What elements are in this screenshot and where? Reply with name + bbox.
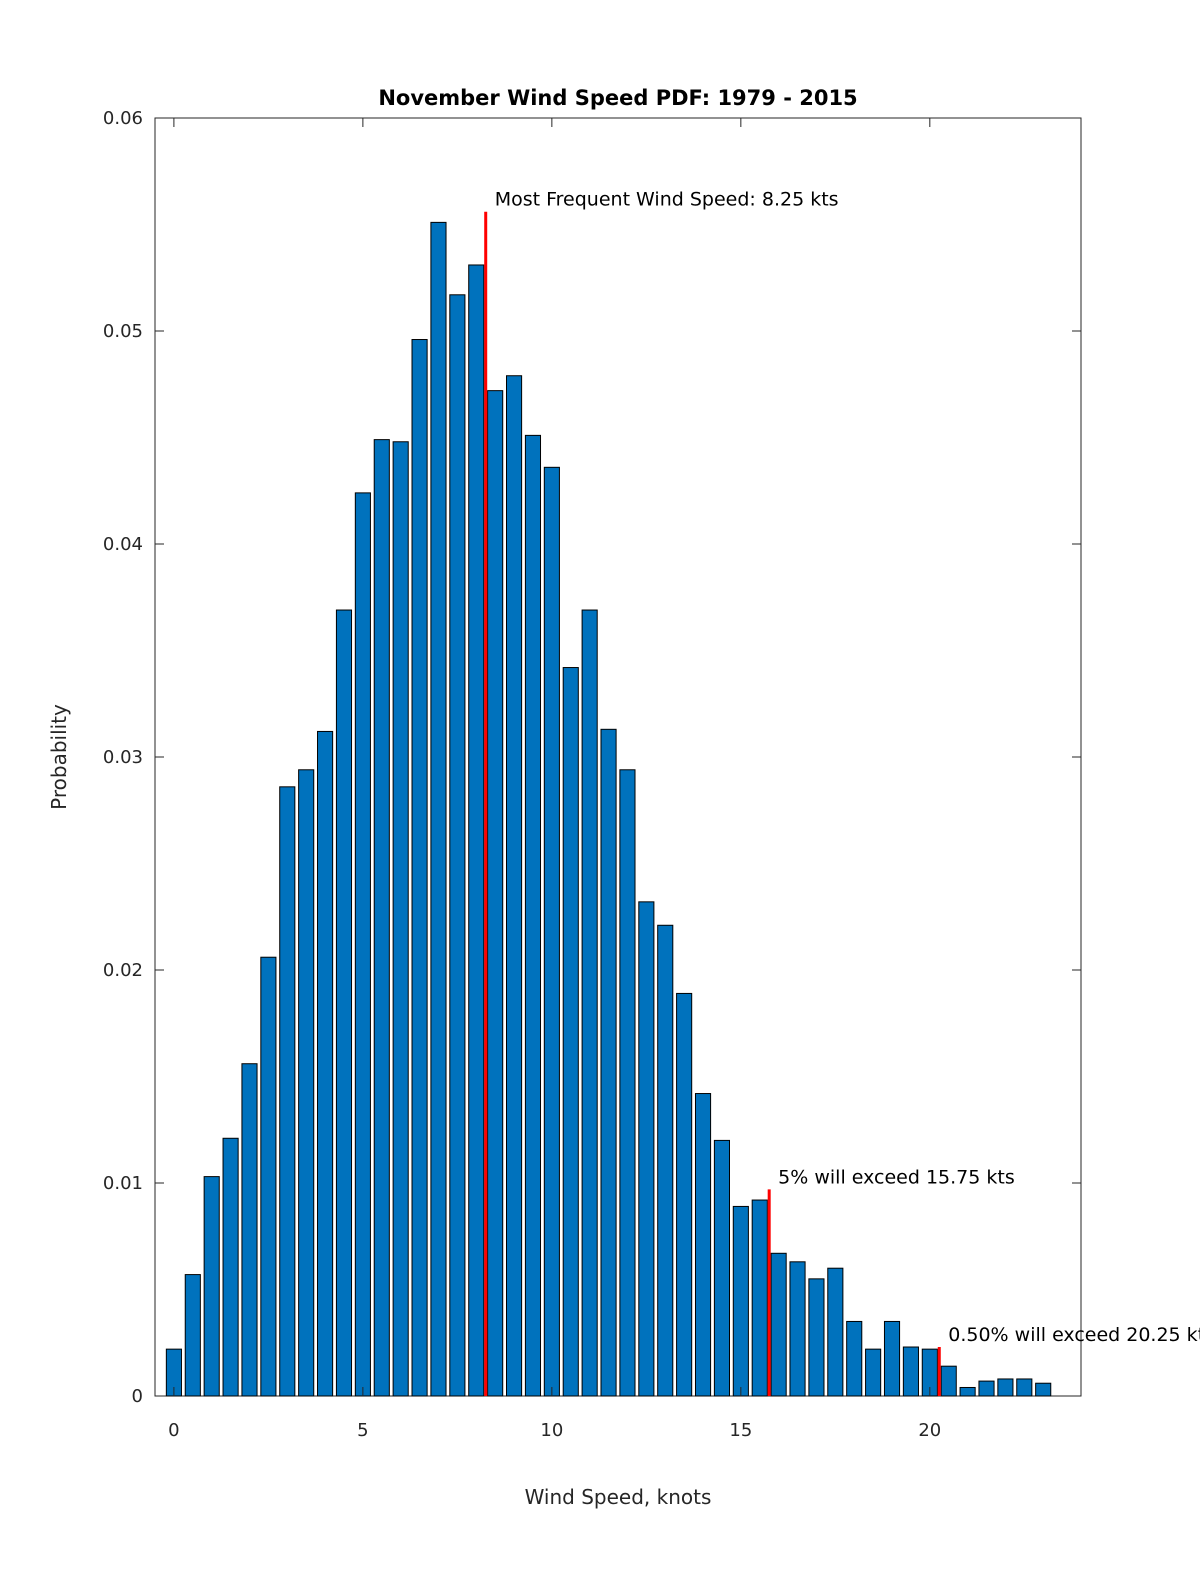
x-tick-label: 15 <box>729 1420 752 1441</box>
bar <box>732 1205 749 1397</box>
bar <box>524 434 542 1397</box>
bar <box>865 1348 882 1397</box>
bar <box>430 221 447 1397</box>
bar <box>694 1093 712 1397</box>
bar <box>279 786 296 1397</box>
x-axis-label: Wind Speed, knots <box>525 1485 712 1509</box>
bar <box>808 1278 825 1397</box>
x-tick-label: 0 <box>168 1420 179 1441</box>
bar <box>222 1137 239 1397</box>
x-tick-label: 20 <box>918 1420 941 1441</box>
y-tick-label: 0 <box>132 1386 143 1407</box>
bar <box>581 609 598 1397</box>
y-tick-label: 0.01 <box>103 1173 143 1194</box>
bar <box>827 1267 844 1397</box>
bar <box>373 439 390 1397</box>
bars <box>165 221 1052 1397</box>
bar <box>751 1199 768 1397</box>
bar <box>543 466 560 1397</box>
y-tick-label: 0.03 <box>103 747 143 768</box>
bar <box>600 728 617 1397</box>
bar <box>713 1139 730 1397</box>
bar <box>298 769 315 1397</box>
bar <box>619 769 636 1397</box>
bar <box>354 492 371 1397</box>
y-tick-label: 0.04 <box>103 534 143 555</box>
marker-annotation: 0.50% will exceed 20.25 kts <box>948 1324 1200 1346</box>
x-tick-label: 10 <box>540 1420 563 1441</box>
bar <box>940 1365 957 1397</box>
bar <box>789 1261 806 1397</box>
markers: Most Frequent Wind Speed: 8.25 kts 5% wil… <box>484 189 1200 1396</box>
bar <box>392 441 409 1397</box>
y-tick-label: 0.06 <box>103 108 143 129</box>
chart-title: November Wind Speed PDF: 1979 - 2015 <box>378 86 857 110</box>
bar <box>770 1252 787 1397</box>
bar <box>638 901 655 1397</box>
bar <box>449 294 466 1397</box>
y-tick-label: 0.02 <box>103 960 143 981</box>
marker-annotation: Most Frequent Wind Speed: 8.25 kts <box>495 189 839 211</box>
bar <box>487 390 504 1397</box>
bar <box>562 667 579 1397</box>
bar <box>902 1346 919 1397</box>
bar <box>676 992 693 1397</box>
bar <box>468 264 485 1397</box>
bar <box>260 956 277 1397</box>
bar <box>1016 1378 1033 1397</box>
plot-area: Most Frequent Wind Speed: 8.25 kts 5% wil… <box>103 108 1200 1441</box>
bar <box>241 1063 258 1397</box>
bar <box>997 1378 1014 1397</box>
bar <box>657 924 674 1397</box>
bar <box>411 339 428 1397</box>
bar <box>317 730 334 1397</box>
bar <box>1035 1382 1052 1397</box>
bar <box>506 375 523 1397</box>
ticks: 0 5 10 15 20 0 0.01 0.02 0.03 0.04 0.05 0.06 <box>103 108 1081 1441</box>
bar <box>978 1380 995 1397</box>
marker-annotation: 5% will exceed 15.75 kts <box>778 1166 1015 1188</box>
bar <box>883 1320 901 1397</box>
y-tick-label: 0.05 <box>103 321 143 342</box>
bar <box>335 609 353 1397</box>
x-tick-label: 5 <box>357 1420 368 1441</box>
bar <box>846 1320 863 1397</box>
bar <box>959 1386 976 1397</box>
y-axis-label: Probability <box>47 704 71 810</box>
bar <box>184 1274 201 1397</box>
bar <box>203 1176 220 1397</box>
